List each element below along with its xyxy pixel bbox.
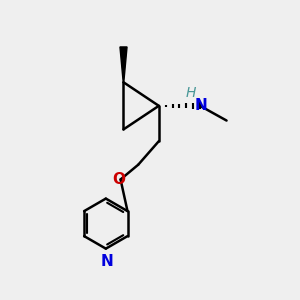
Polygon shape	[120, 47, 127, 82]
Text: H: H	[186, 85, 196, 100]
Text: N: N	[101, 254, 114, 269]
Text: O: O	[112, 172, 126, 187]
Text: N: N	[194, 98, 207, 113]
